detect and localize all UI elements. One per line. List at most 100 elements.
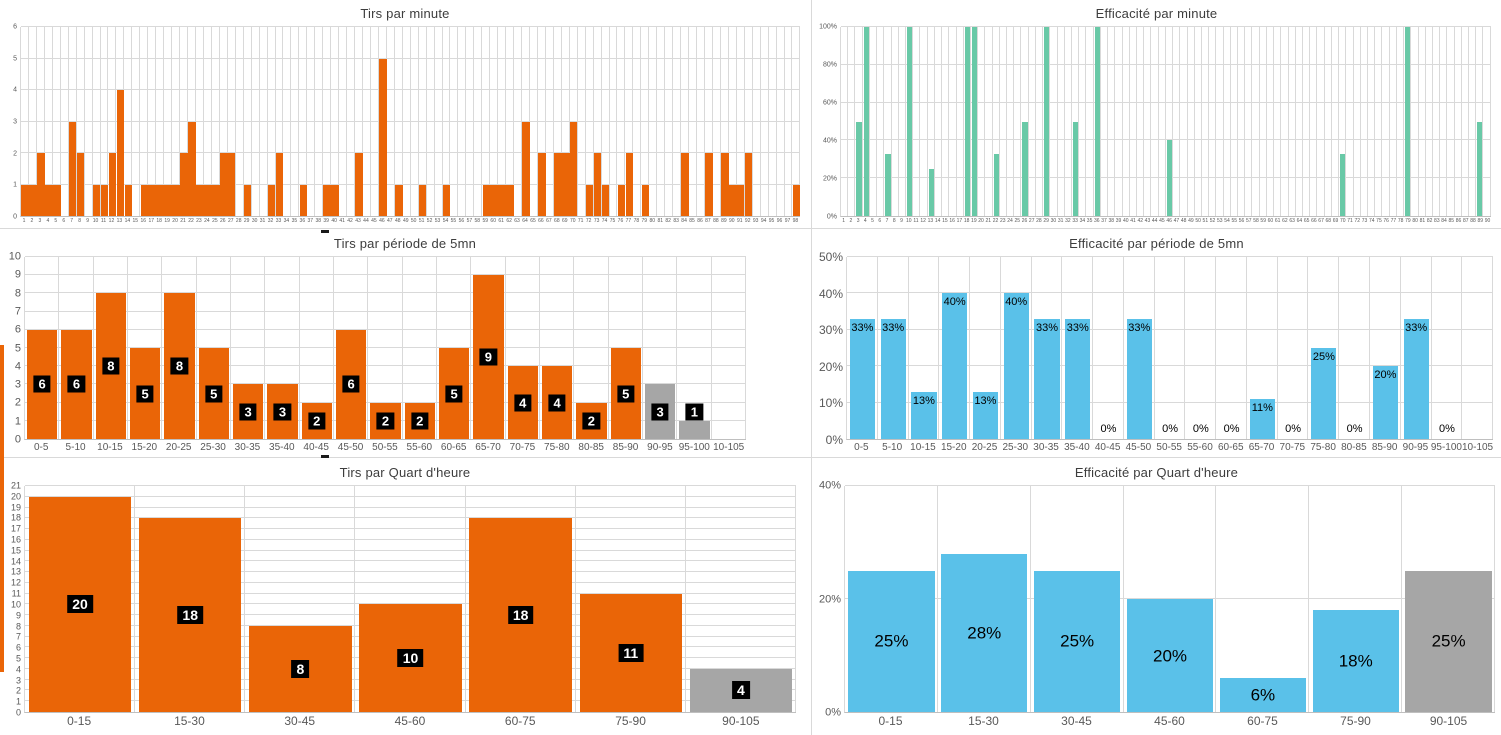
- x-tick-label: 36: [299, 218, 306, 224]
- x-tick-label: 0-5: [33, 442, 49, 453]
- vertical-gridline: [1274, 27, 1282, 216]
- bar: [188, 121, 196, 216]
- x-tick-label: 0-15: [67, 714, 92, 728]
- category-cell: [92, 27, 101, 216]
- vertical-gridline: [1093, 257, 1124, 439]
- x-tick-label: 20: [978, 218, 984, 224]
- x-tick-label: 47: [1173, 218, 1180, 224]
- y-tick-label: 0%: [825, 433, 843, 447]
- y-tick-label: 50%: [818, 250, 843, 264]
- x-tick-label: 94: [760, 218, 767, 224]
- category-cell: [1086, 27, 1093, 216]
- category-cell: [1123, 27, 1130, 216]
- x-tick-label: 24: [204, 218, 210, 224]
- x-tick-label: 62: [506, 218, 512, 224]
- x-tick-label: 8: [78, 218, 82, 224]
- x-tick-label: 2: [30, 218, 34, 224]
- data-label: 33%: [1035, 321, 1058, 334]
- category-cell: [792, 27, 801, 216]
- vertical-gridline: [368, 257, 403, 439]
- category-cell: [1043, 27, 1050, 216]
- x-tick-label: 78: [633, 218, 640, 224]
- vertical-gridline: [777, 27, 785, 216]
- y-tick-label: 4: [13, 86, 17, 94]
- category-cell: 0%: [1278, 257, 1309, 439]
- x-tick-label: 31: [1057, 218, 1064, 224]
- x-tick-label: 77: [625, 218, 632, 224]
- category-cell: [228, 27, 236, 216]
- category-cell: [744, 27, 753, 216]
- x-tick-label: 70: [1340, 218, 1346, 224]
- x-tick-label: 36: [1094, 218, 1100, 224]
- bar: [1034, 318, 1060, 439]
- bar: [116, 90, 125, 216]
- x-tick-label: 80-85: [1341, 442, 1367, 453]
- x-tick-label: 71: [1347, 218, 1353, 224]
- category-cell: 0%: [1339, 257, 1370, 439]
- data-label: 25%: [1312, 351, 1335, 363]
- vertical-gridline: [1368, 27, 1376, 216]
- y-tick-label: 14: [10, 556, 21, 567]
- category-cell: [899, 27, 906, 216]
- gridline: [25, 549, 796, 551]
- y-tick-label: 13: [10, 566, 21, 577]
- x-tick-label: 33: [1072, 218, 1078, 224]
- x-tick-label: 21: [985, 218, 992, 224]
- gridline: [25, 560, 796, 562]
- data-label: 13%: [974, 394, 997, 407]
- data-label: 4: [514, 394, 532, 412]
- category-cell: [1303, 27, 1310, 216]
- vertical-gridline: [1476, 27, 1484, 216]
- x-tick-label: 17: [148, 218, 154, 224]
- vertical-gridline: [315, 27, 324, 216]
- x-tick-label: 87: [705, 218, 711, 224]
- category-cell: 33%: [847, 257, 878, 439]
- x-tick-label: 2: [849, 218, 853, 224]
- x-tick-label: 90-105: [722, 714, 760, 728]
- category-cell: [610, 27, 618, 216]
- x-tick-label: 4: [863, 218, 867, 224]
- x-tick-label: 29: [243, 218, 250, 224]
- bar: [379, 58, 387, 216]
- x-axis-labels: 1 2 3 4 5 6 7 8 9 10 11 12 13 14 15 16 17 18 19 20 21 22 23 24 2…: [840, 217, 1491, 228]
- bar: [482, 184, 490, 216]
- vertical-gridline: [339, 27, 348, 216]
- category-cell: [506, 27, 514, 216]
- data-label: 2: [376, 412, 395, 430]
- gridline: [847, 401, 1493, 403]
- bar: [601, 184, 610, 216]
- x-tick-label: 45: [371, 218, 377, 224]
- category-cell: [108, 27, 117, 216]
- category-cell: [601, 27, 610, 216]
- y-tick-label: 2: [13, 150, 17, 158]
- vertical-gridline: [697, 27, 705, 216]
- vertical-gridline: [877, 27, 885, 216]
- category-cell: [978, 27, 985, 216]
- vertical-gridline: [610, 27, 618, 216]
- bar: [1065, 318, 1091, 439]
- category-cell: 8: [94, 257, 128, 439]
- category-cell: [633, 27, 641, 216]
- category-cell: [1361, 27, 1368, 216]
- category-cell: [347, 27, 355, 216]
- bar: [108, 153, 117, 216]
- x-tick-label: 14: [934, 218, 941, 224]
- category-cell: [1382, 27, 1389, 216]
- category-cell: [307, 27, 315, 216]
- x-tick-label: 4: [46, 218, 50, 224]
- vertical-gridline: [1426, 27, 1433, 216]
- x-tick-label: 43: [355, 218, 361, 224]
- vertical-gridline: [21, 27, 29, 216]
- vertical-gridline: [721, 27, 729, 216]
- data-label: 18: [507, 606, 534, 625]
- gridline: [25, 571, 796, 573]
- category-cell: [450, 27, 458, 216]
- x-tick-label: 58: [1253, 218, 1259, 224]
- vertical-gridline: [729, 27, 737, 216]
- x-tick-label: 15-20: [940, 442, 967, 453]
- x-tick-label: 8: [892, 218, 896, 224]
- plot-area: [20, 26, 801, 217]
- gridline: [25, 603, 796, 605]
- bar: [196, 184, 204, 216]
- category-cell: [884, 27, 891, 216]
